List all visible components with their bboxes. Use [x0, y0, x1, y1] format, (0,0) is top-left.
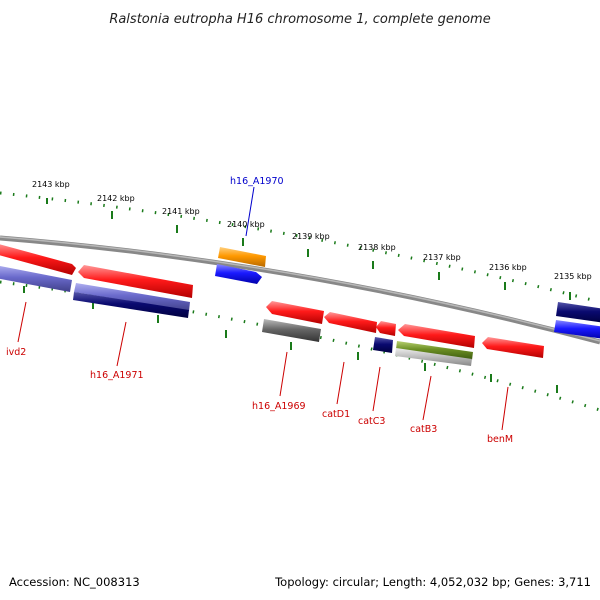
- accession-text: Accession: NC_008313: [9, 575, 140, 589]
- gene-arrow[interactable]: [266, 301, 324, 324]
- gene-arrow[interactable]: [556, 302, 600, 323]
- gene-arrow[interactable]: [73, 292, 189, 318]
- chromosome-backbone: [0, 235, 600, 345]
- gene-arrow[interactable]: [395, 348, 472, 366]
- gene-arrow[interactable]: [0, 243, 76, 275]
- gene-label-catc3[interactable]: catC3: [358, 416, 385, 427]
- gene-arrow[interactable]: [376, 321, 396, 336]
- gene-arrow[interactable]: [482, 337, 544, 358]
- tick-label: 2138 kbp: [358, 243, 396, 252]
- gene-arrow[interactable]: [554, 320, 600, 339]
- leader-line: [279, 351, 288, 397]
- gene-arrow[interactable]: [262, 319, 321, 342]
- tick-label: 2139 kbp: [292, 232, 330, 241]
- tick-label: 2143 kbp: [32, 180, 70, 189]
- leader-line: [116, 321, 127, 367]
- tick-label: 2136 kbp: [489, 263, 527, 272]
- gene-label-catb3[interactable]: catB3: [410, 424, 437, 435]
- genome-summary-text: Topology: circular; Length: 4,052,032 bp…: [274, 575, 591, 589]
- gene-arrow[interactable]: [218, 247, 266, 267]
- leader-line: [422, 375, 432, 421]
- gene-label-benm[interactable]: benM: [487, 434, 513, 445]
- gene-arrow[interactable]: [324, 312, 377, 333]
- gene-arrow[interactable]: [215, 264, 262, 284]
- gene-label-catd1[interactable]: catD1: [322, 409, 350, 420]
- tick-label: 2142 kbp: [97, 194, 135, 203]
- leader-line: [372, 366, 381, 412]
- gene-label-h16-a1970[interactable]: h16_A1970: [230, 176, 284, 187]
- gene-arrow[interactable]: [398, 324, 475, 348]
- tick-label: 2141 kbp: [162, 207, 200, 216]
- tick-label: 2140 kbp: [227, 220, 265, 229]
- map-title: Ralstonia eutropha H16 chromosome 1, com…: [109, 12, 490, 27]
- leader-line: [336, 361, 345, 405]
- leader-line: [17, 301, 27, 343]
- gene-label-h16-a1971[interactable]: h16_A1971: [90, 370, 144, 381]
- leader-line: [501, 386, 509, 431]
- gene-arrow[interactable]: [74, 283, 190, 311]
- gene-arrow[interactable]: [396, 341, 473, 360]
- gene-label-h16-a1969[interactable]: h16_A1969: [252, 401, 306, 412]
- gene-arrow[interactable]: [78, 265, 193, 298]
- chromosome-backbone-highlight: [0, 236, 600, 342]
- tick-label: 2135 kbp: [554, 272, 592, 281]
- gene-arrow[interactable]: [373, 337, 393, 353]
- leader-line: [245, 186, 255, 237]
- gene-label-ivd2[interactable]: ivd2: [6, 347, 26, 358]
- gene-arrow[interactable]: [0, 265, 72, 292]
- tick-label: 2137 kbp: [423, 253, 461, 262]
